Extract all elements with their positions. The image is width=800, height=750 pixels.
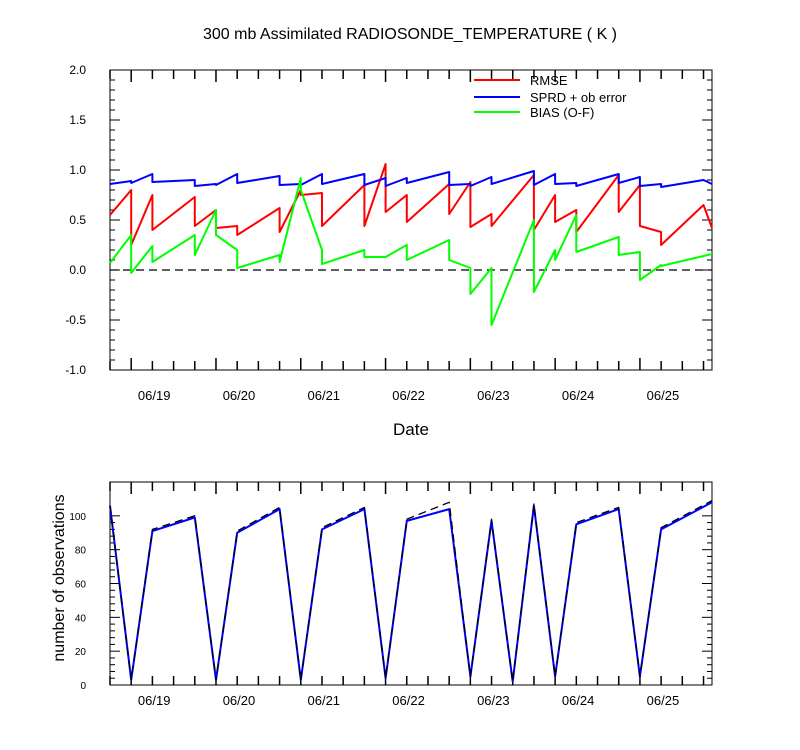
top-xtick-label: 06/23: [477, 388, 510, 403]
legend-label-sprd: SPRD + ob error: [530, 90, 627, 105]
top-xtick-label: 06/25: [647, 388, 680, 403]
top-ytick-label: 0.5: [69, 213, 86, 227]
top-xtick-label: 06/21: [308, 388, 341, 403]
bottom-ytick-label: 0: [80, 681, 86, 692]
bottom-xtick-label: 06/24: [562, 693, 595, 708]
bottom-series-lines: [109, 500, 713, 683]
series-line-bias-o-f: [109, 177, 713, 326]
bottom-x-tick-labels: 06/19 06/20 06/21 06/22 06/23 06/24 06/25: [138, 693, 679, 708]
legend-label-bias: BIAS (O-F): [530, 105, 594, 120]
bottom-ytick-label: 20: [75, 647, 87, 658]
chart-title: 300 mb Assimilated RADIOSONDE_TEMPERATUR…: [203, 26, 617, 43]
top-ytick-label: 1.5: [69, 113, 86, 127]
bottom-ytick-label: 100: [69, 512, 86, 523]
top-series-lines: [109, 163, 713, 326]
top-plot-panel: 2.01.51.00.50.0-0.5-1.0 06/19 06/20 06/21 0…: [65, 63, 713, 439]
bottom-ytick-label: 40: [75, 613, 87, 624]
series-line-rmse: [109, 163, 713, 246]
top-tick-marks: [109, 69, 712, 371]
top-xtick-label: 06/22: [392, 388, 425, 403]
legend-label-rmse: RMSE: [530, 73, 568, 88]
top-ytick-label: 2.0: [69, 63, 86, 77]
top-ytick-label: -0.5: [65, 313, 86, 327]
top-x-tick-labels: 06/19 06/20 06/21 06/22 06/23 06/24 06/25: [138, 388, 679, 403]
bottom-ytick-label: 60: [75, 580, 87, 591]
bottom-y-tick-labels: 0 20 40 60 80 100: [69, 512, 86, 692]
legend: RMSE SPRD + ob error BIAS (O-F): [474, 73, 627, 120]
top-xtick-label: 06/20: [223, 388, 256, 403]
bottom-xtick-label: 06/21: [308, 693, 341, 708]
top-xtick-label: 06/19: [138, 388, 171, 403]
top-ytick-label: 0.0: [69, 263, 86, 277]
bottom-xtick-label: 06/20: [223, 693, 256, 708]
top-y-tick-labels: 2.0 1.5 1.0 0.5 0.0 -0.5 -1.0: [65, 63, 86, 377]
top-plot-frame: [109, 69, 713, 371]
series-line-sprd-ob-error: [109, 170, 713, 188]
bottom-tick-marks: [109, 482, 712, 686]
bottom-xtick-label: 06/19: [138, 693, 171, 708]
y-axis-label-observations: number of observations: [51, 494, 68, 661]
series-line-total: [109, 500, 713, 683]
bottom-ytick-label: 80: [75, 546, 87, 557]
bottom-xtick-label: 06/22: [392, 693, 425, 708]
top-xtick-label: 06/24: [562, 388, 595, 403]
bottom-xtick-label: 06/25: [647, 693, 680, 708]
bottom-plot-frame: [109, 481, 713, 686]
top-ytick-label: 1.0: [69, 163, 86, 177]
top-ytick-label: -1.0: [65, 363, 86, 377]
bottom-xtick-label: 06/23: [477, 693, 510, 708]
x-axis-label: Date: [393, 420, 429, 439]
